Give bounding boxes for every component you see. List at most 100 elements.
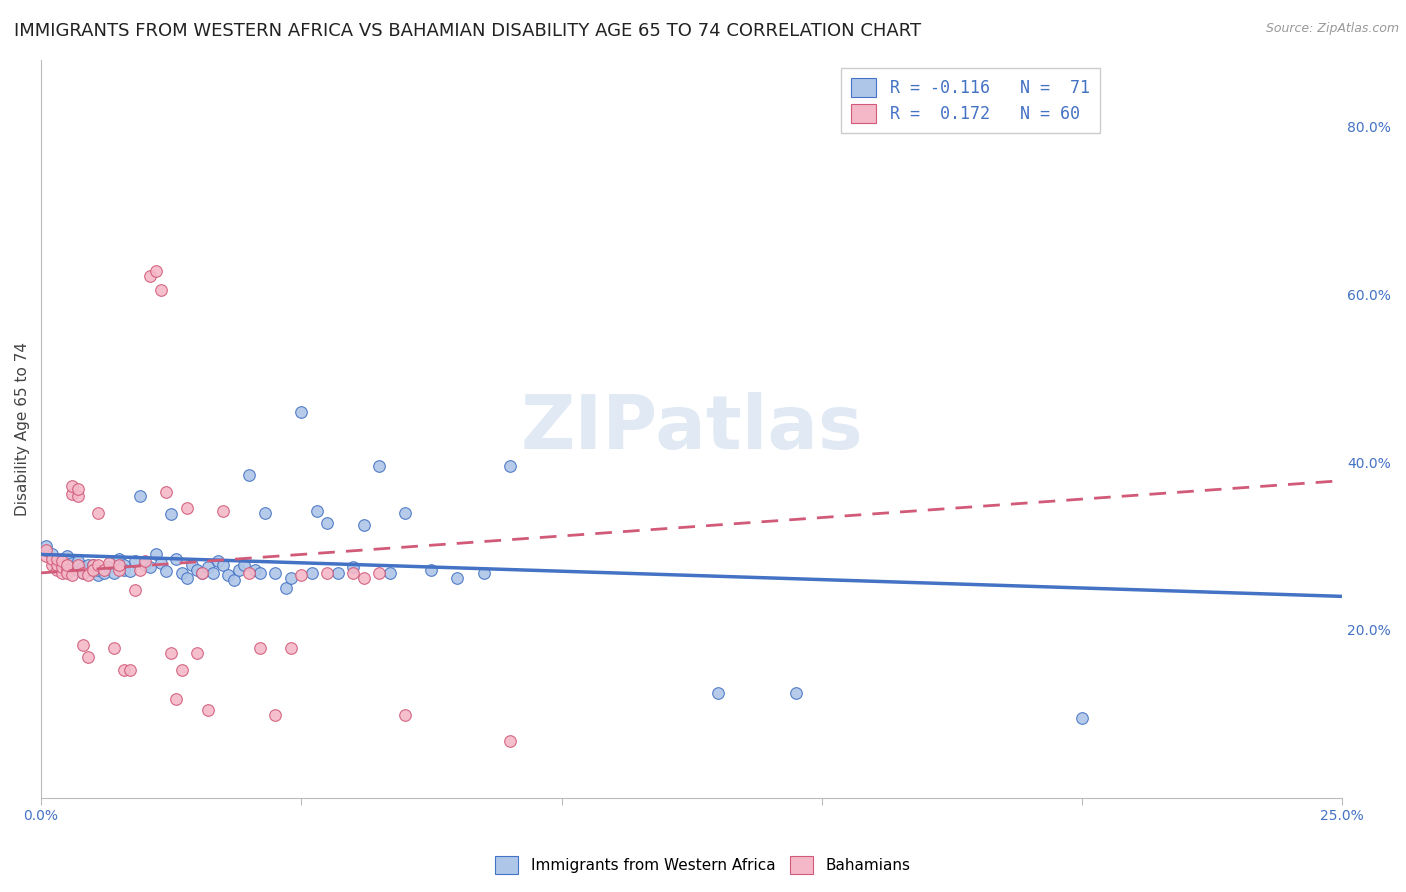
Point <box>191 566 214 580</box>
Point <box>155 484 177 499</box>
Point <box>77 563 100 577</box>
Point <box>72 566 94 580</box>
Point <box>197 560 219 574</box>
Point <box>60 568 83 582</box>
Point <box>87 568 110 582</box>
Point <box>149 283 172 297</box>
Point <box>51 551 73 566</box>
Point <box>41 558 63 572</box>
Point <box>420 563 443 577</box>
Point <box>112 663 135 677</box>
Point <box>112 558 135 572</box>
Point <box>301 566 323 580</box>
Text: ZIPatlas: ZIPatlas <box>520 392 863 465</box>
Point <box>264 708 287 723</box>
Point <box>77 558 100 572</box>
Point <box>145 548 167 562</box>
Point <box>60 560 83 574</box>
Point <box>56 558 79 572</box>
Point <box>394 708 416 723</box>
Point <box>35 539 58 553</box>
Y-axis label: Disability Age 65 to 74: Disability Age 65 to 74 <box>15 342 30 516</box>
Point <box>394 506 416 520</box>
Point <box>186 563 208 577</box>
Point <box>249 566 271 580</box>
Point <box>66 554 89 568</box>
Point <box>124 554 146 568</box>
Point <box>228 563 250 577</box>
Point <box>274 581 297 595</box>
Point <box>45 551 67 566</box>
Point <box>60 487 83 501</box>
Point <box>165 691 187 706</box>
Point <box>82 558 104 572</box>
Point <box>41 551 63 566</box>
Point <box>368 459 391 474</box>
Point <box>134 554 156 568</box>
Point <box>45 558 67 572</box>
Point <box>233 558 256 572</box>
Point <box>51 554 73 568</box>
Point <box>238 467 260 482</box>
Point <box>290 405 312 419</box>
Point <box>368 566 391 580</box>
Point <box>41 548 63 562</box>
Point <box>108 563 131 577</box>
Legend: R = -0.116   N =  71, R =  0.172   N = 60: R = -0.116 N = 71, R = 0.172 N = 60 <box>841 68 1099 133</box>
Point <box>218 568 240 582</box>
Point <box>60 478 83 492</box>
Point <box>706 686 728 700</box>
Point <box>160 647 183 661</box>
Point <box>1071 711 1094 725</box>
Point <box>112 563 135 577</box>
Point <box>134 558 156 572</box>
Point <box>108 551 131 566</box>
Point <box>186 647 208 661</box>
Point <box>165 551 187 566</box>
Point <box>66 482 89 496</box>
Point <box>498 733 520 747</box>
Point <box>93 566 115 580</box>
Point <box>446 571 468 585</box>
Point <box>118 663 141 677</box>
Point <box>155 564 177 578</box>
Point <box>77 568 100 582</box>
Text: IMMIGRANTS FROM WESTERN AFRICA VS BAHAMIAN DISABILITY AGE 65 TO 74 CORRELATION C: IMMIGRANTS FROM WESTERN AFRICA VS BAHAMI… <box>14 22 921 40</box>
Point <box>45 554 67 568</box>
Point <box>472 566 495 580</box>
Point <box>129 489 152 503</box>
Point <box>124 582 146 597</box>
Point <box>290 568 312 582</box>
Point <box>139 560 162 574</box>
Point <box>72 566 94 580</box>
Point <box>108 558 131 572</box>
Point <box>181 558 204 572</box>
Point <box>139 268 162 283</box>
Point <box>249 641 271 656</box>
Point <box>176 501 198 516</box>
Point <box>201 566 224 580</box>
Point <box>149 556 172 570</box>
Point <box>353 518 375 533</box>
Point <box>51 560 73 574</box>
Point <box>280 641 302 656</box>
Point <box>35 549 58 563</box>
Point <box>498 459 520 474</box>
Point <box>129 563 152 577</box>
Point <box>305 504 328 518</box>
Point <box>160 507 183 521</box>
Point <box>118 564 141 578</box>
Point <box>56 566 79 580</box>
Point <box>353 571 375 585</box>
Point <box>207 554 229 568</box>
Point <box>35 543 58 558</box>
Point <box>82 558 104 572</box>
Point <box>72 638 94 652</box>
Point <box>87 506 110 520</box>
Point <box>785 686 807 700</box>
Point <box>378 566 401 580</box>
Point <box>66 489 89 503</box>
Point <box>87 563 110 577</box>
Point <box>316 566 339 580</box>
Point <box>66 558 89 572</box>
